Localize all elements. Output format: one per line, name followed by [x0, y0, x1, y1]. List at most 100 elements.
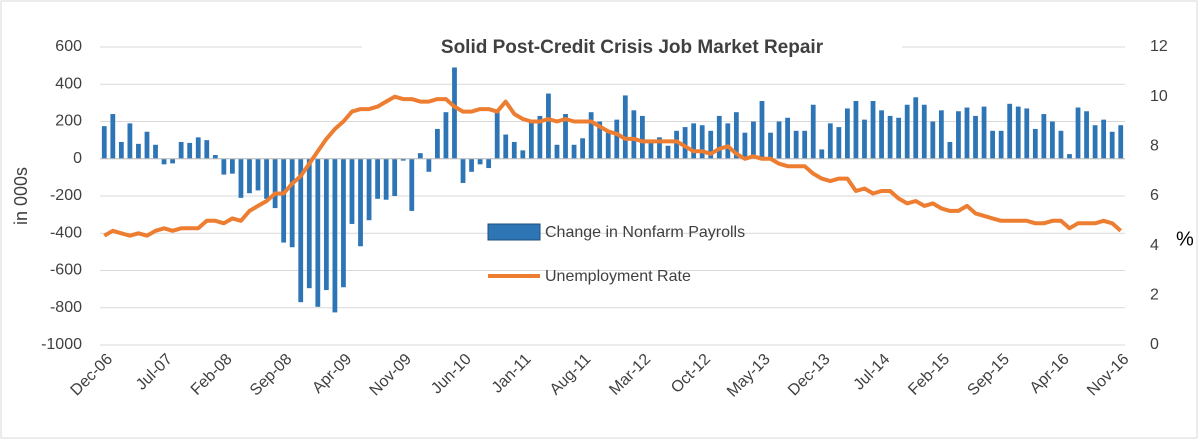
bar — [417, 153, 423, 159]
y-tick-label: -800 — [50, 299, 82, 316]
bar — [247, 158, 252, 194]
bar — [1118, 125, 1124, 159]
bar — [657, 137, 662, 159]
bar — [622, 95, 628, 159]
bar — [230, 158, 235, 174]
bar — [400, 158, 406, 161]
bar — [511, 141, 517, 159]
bar — [896, 117, 902, 159]
y-tick-label: 200 — [55, 113, 82, 130]
bar — [187, 142, 193, 159]
bar — [956, 111, 961, 159]
bar — [341, 158, 346, 288]
bar — [725, 123, 731, 159]
bar — [161, 158, 167, 165]
bar — [426, 158, 432, 172]
bar — [170, 158, 175, 164]
bar — [264, 158, 269, 199]
bar — [212, 155, 218, 159]
bar — [682, 127, 688, 159]
bar — [640, 115, 645, 159]
bar — [298, 158, 304, 303]
legend-label: Change in Nonfarm Payrolls — [545, 224, 745, 241]
bar — [887, 115, 893, 159]
bar — [110, 114, 116, 159]
bar — [1007, 103, 1013, 159]
bar — [392, 158, 398, 196]
bar — [204, 140, 210, 159]
bar — [810, 104, 816, 159]
bar — [546, 93, 551, 159]
line — [103, 94, 1123, 238]
bar — [469, 158, 474, 172]
bar — [537, 115, 543, 159]
bar — [862, 119, 867, 159]
bar — [375, 158, 380, 199]
bar — [904, 104, 910, 159]
bar — [759, 101, 765, 159]
bars — [100, 67, 1125, 313]
bar — [973, 115, 978, 159]
bar — [981, 106, 987, 159]
bar — [913, 97, 919, 159]
bar — [827, 123, 833, 159]
bar — [383, 158, 389, 200]
bar — [118, 141, 124, 159]
bar — [443, 112, 449, 159]
bar — [597, 121, 603, 159]
bar — [853, 101, 859, 159]
y-tick-label: -200 — [50, 187, 82, 204]
bar — [255, 158, 261, 191]
bar — [1058, 130, 1064, 159]
y2-tick-label: 0 — [1150, 336, 1159, 353]
line-layer — [103, 94, 1123, 238]
y2-axis-label: % — [1176, 228, 1194, 250]
y-axis-label: in 000s — [11, 167, 31, 225]
bar — [845, 108, 850, 159]
bar — [716, 115, 722, 159]
bar — [503, 134, 509, 159]
bar — [1041, 114, 1047, 159]
bar — [588, 112, 594, 159]
bar — [101, 126, 107, 159]
bar — [1109, 131, 1115, 159]
bar — [306, 158, 312, 289]
bar — [136, 143, 141, 159]
bar — [178, 141, 184, 159]
bar — [1075, 107, 1081, 159]
bar — [366, 158, 372, 221]
bar — [998, 130, 1004, 159]
bar — [836, 127, 842, 159]
bar — [349, 158, 355, 224]
chart-title: Solid Post-Credit Crisis Job Market Repa… — [441, 37, 824, 58]
bar — [631, 110, 637, 159]
bar — [221, 158, 227, 175]
bar — [323, 158, 329, 291]
bar — [315, 158, 321, 307]
bar — [1067, 154, 1072, 159]
bar — [195, 137, 201, 159]
bar — [435, 128, 440, 159]
legend-swatch — [487, 223, 541, 241]
y-tick-label: -400 — [50, 224, 82, 241]
bar — [289, 158, 295, 248]
bar — [751, 121, 756, 159]
bar — [930, 121, 936, 159]
bar — [665, 145, 671, 159]
bar — [452, 67, 457, 159]
bar — [1024, 108, 1030, 159]
y2-tick-label: 10 — [1150, 88, 1168, 105]
y2-tick-label: 6 — [1150, 187, 1159, 204]
bar — [614, 119, 620, 159]
y-tick-label: 600 — [55, 38, 82, 55]
bar — [332, 158, 338, 313]
y-tick-label: 0 — [73, 150, 82, 167]
bar — [819, 149, 825, 159]
bar — [153, 144, 158, 159]
bar — [776, 121, 782, 159]
bar — [674, 130, 679, 159]
bar — [127, 123, 133, 159]
bar — [494, 112, 500, 159]
bar — [768, 132, 773, 159]
